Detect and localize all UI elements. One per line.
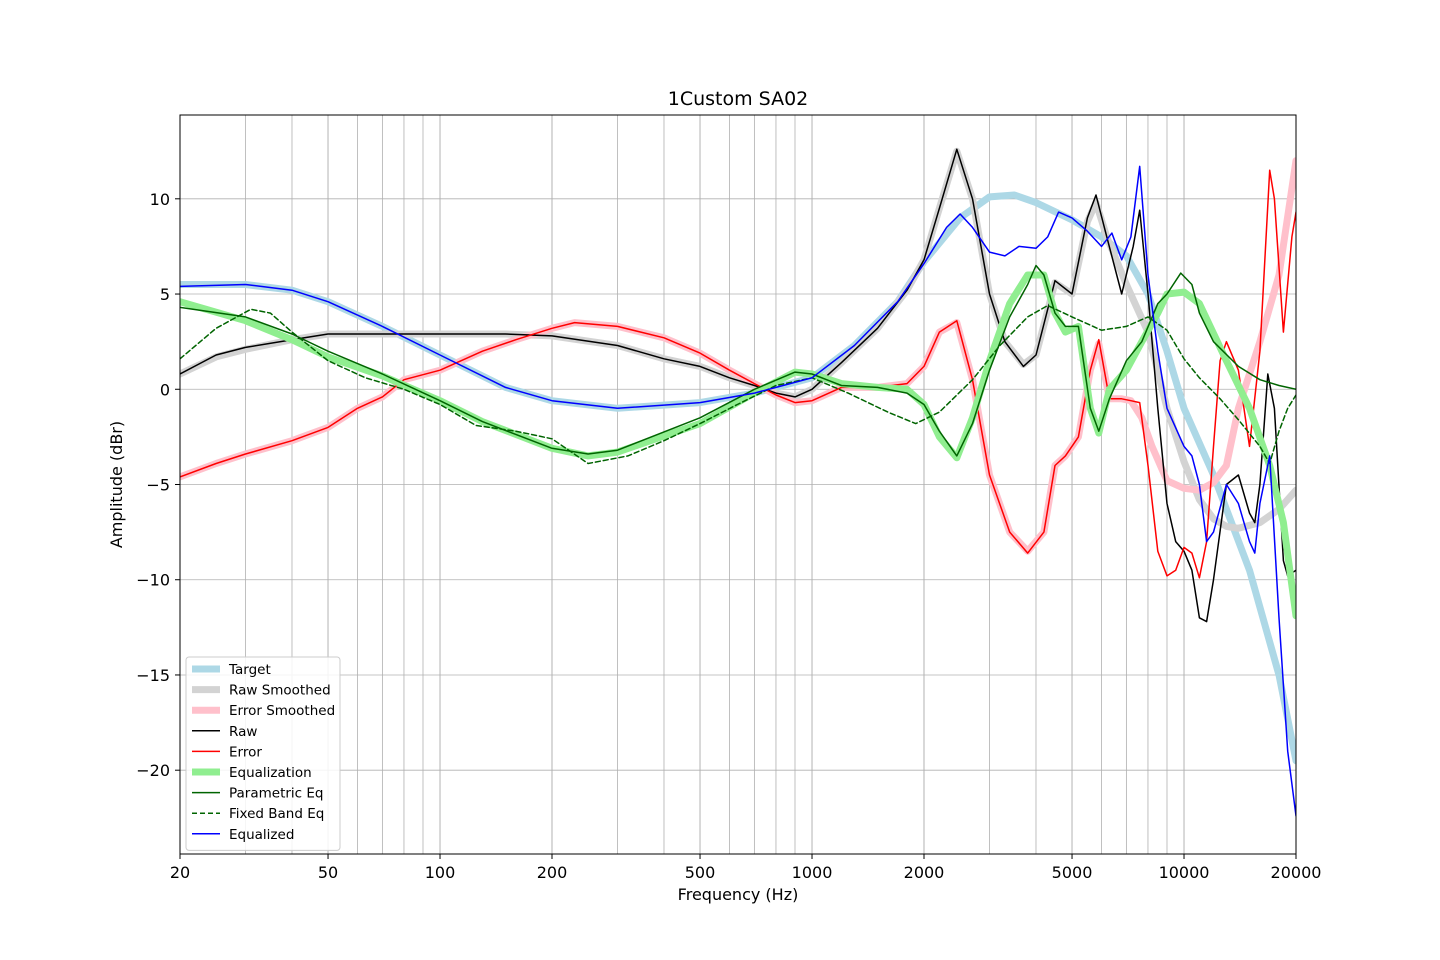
- x-tick-label: 20000: [1271, 863, 1322, 882]
- x-tick-label: 5000: [1052, 863, 1093, 882]
- error-smoothed-legend-label: Error Smoothed: [229, 703, 335, 719]
- y-tick-label: −10: [136, 571, 170, 590]
- raw-legend-label: Raw: [229, 724, 257, 740]
- legend: Target Raw Smoothed Error Smoothed Raw Error…: [185, 656, 341, 851]
- legend-box: [185, 656, 341, 851]
- series-lines: [180, 147, 1296, 817]
- y-tick-label: −15: [136, 666, 170, 685]
- x-tick-label: 1000: [792, 863, 833, 882]
- x-axis-label: Frequency (Hz): [678, 885, 799, 904]
- chart-title: 1Custom SA02: [668, 88, 809, 110]
- x-tick-label: 50: [318, 863, 338, 882]
- x-tick-label: 20: [170, 863, 190, 882]
- raw-smoothed-legend-label: Raw Smoothed: [229, 683, 331, 699]
- fixed-band-eq-line: [180, 304, 1296, 465]
- x-axis: 20 50 100 200 500 1000 2000 5000 10000 20000: [170, 854, 1322, 882]
- equalized-legend-label: Equalized: [229, 827, 294, 843]
- y-tick-label: −5: [146, 476, 170, 495]
- x-tick-label: 200: [537, 863, 568, 882]
- y-tick-label: 0: [160, 380, 170, 399]
- parametric-eq-line: [180, 264, 1296, 457]
- parametric-eq-legend-label: Parametric Eq: [229, 786, 324, 802]
- equalized-line: [180, 165, 1296, 817]
- x-tick-label: 10000: [1159, 863, 1210, 882]
- equalization-legend-label: Equalization: [229, 765, 312, 781]
- target-legend-label: Target: [228, 662, 271, 678]
- fixed-band-eq-legend-label: Fixed Band Eq: [229, 806, 324, 822]
- grid-lines: [179, 115, 1297, 854]
- y-axis-label: Amplitude (dBr): [107, 421, 126, 548]
- y-tick-label: 5: [160, 285, 170, 304]
- error-line: [180, 169, 1296, 579]
- y-tick-label: −20: [136, 761, 170, 780]
- y-tick-label: 10: [150, 190, 170, 209]
- error-legend-label: Error: [229, 744, 262, 760]
- x-tick-label: 500: [685, 863, 716, 882]
- x-tick-label: 100: [425, 863, 456, 882]
- x-tick-label: 2000: [904, 863, 945, 882]
- y-axis: 10 5 0 −5 −10 −15 −20: [136, 190, 180, 780]
